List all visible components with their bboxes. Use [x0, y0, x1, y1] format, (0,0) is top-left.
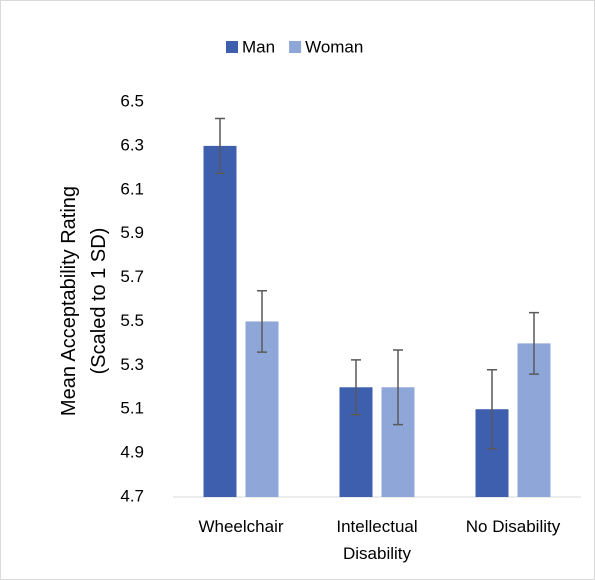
error-bar: [351, 359, 361, 416]
y-tick-label: 5.7: [120, 267, 144, 286]
error-bar: [529, 311, 539, 375]
y-tick-label: 5.3: [120, 355, 144, 374]
y-tick-label: 5.5: [120, 311, 144, 330]
y-tick-label: 5.9: [120, 223, 144, 242]
bar: [203, 145, 237, 497]
error-bar: [487, 368, 497, 450]
legend-label: Man: [242, 37, 275, 56]
error-bar: [257, 289, 267, 353]
y-tick-label: 6.3: [120, 135, 144, 154]
x-tick-label: Wheelchair: [198, 517, 284, 536]
legend-swatch: [226, 41, 238, 53]
error-bar: [215, 117, 225, 175]
legend-label: Woman: [305, 37, 363, 56]
y-tick-label: 4.7: [120, 486, 144, 505]
y-axis-title: Mean Acceptability Rating (Scaled to 1 S…: [58, 185, 110, 417]
y-tick-label: 5.1: [120, 399, 144, 418]
y-tick-label: 6.5: [120, 91, 144, 110]
legend-swatch: [289, 41, 302, 53]
y-tick-label: 6.1: [120, 179, 144, 198]
x-tick-label: No Disability: [465, 517, 561, 536]
x-tick-label: Intellectual Disability: [336, 517, 418, 563]
error-bar: [393, 349, 403, 426]
y-tick-label: 4.9: [120, 443, 144, 462]
